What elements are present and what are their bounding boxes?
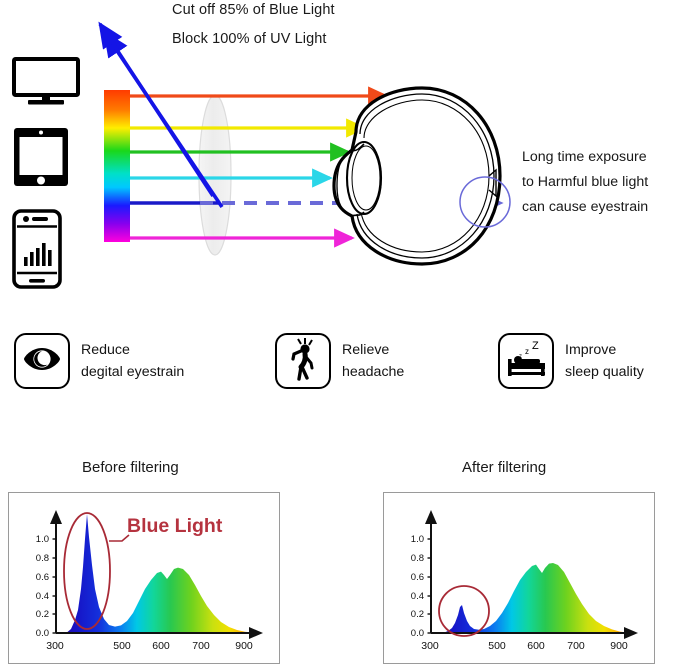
benefits-row: Reduce degital eyestrain xyxy=(0,325,679,410)
svg-text:0.2: 0.2 xyxy=(36,609,49,620)
chart-after-svg: 1.0 0.8 0.6 0.4 0.2 0.0 300 500 600 700 … xyxy=(411,510,642,652)
svg-text:0.6: 0.6 xyxy=(36,572,49,583)
tablet-icon xyxy=(12,126,84,193)
benefit-label-line-2: sleep quality xyxy=(565,364,644,380)
chart-title-after: After filtering xyxy=(462,459,547,476)
light-source-spectrum-bar xyxy=(104,90,130,242)
human-eye-cross-section xyxy=(332,86,511,266)
eyestrain-description: Long time exposure to Harmful blue light… xyxy=(522,145,648,220)
blue-light-filter-lens xyxy=(198,94,232,256)
svg-text:0.0: 0.0 xyxy=(411,628,424,639)
spectral-power-curve-after xyxy=(432,563,642,633)
svg-text:0.2: 0.2 xyxy=(411,609,424,620)
headline-block-uv-light: Block 100% of UV Light xyxy=(172,31,327,47)
svg-text:900: 900 xyxy=(235,640,253,652)
smartphone-icon xyxy=(12,209,84,294)
svg-text:0.6: 0.6 xyxy=(411,572,424,583)
blue-light-filter-diagram xyxy=(98,21,511,266)
chart-after-filtering: 1.0 0.8 0.6 0.4 0.2 0.0 300 500 600 700 … xyxy=(383,492,655,664)
svg-text:0.8: 0.8 xyxy=(36,553,49,564)
svg-text:700: 700 xyxy=(567,640,585,652)
svg-text:0.4: 0.4 xyxy=(411,591,424,602)
eye-icon xyxy=(22,346,62,377)
svg-text:Z: Z xyxy=(532,340,539,352)
benefit-relieve-headache-label: Relieve headache xyxy=(342,339,404,383)
svg-text:700: 700 xyxy=(192,640,210,652)
chart-before-filtering: 1.0 0.8 0.6 0.4 0.2 0.0 300 500 600 700 … xyxy=(8,492,280,664)
benefit-relieve-headache: Relieve headache xyxy=(275,333,404,389)
svg-text:0.0: 0.0 xyxy=(36,628,49,639)
benefit-reduce-eyestrain: Reduce degital eyestrain xyxy=(14,333,184,389)
benefit-reduce-eyestrain-label: Reduce degital eyestrain xyxy=(81,339,184,383)
chart-before-x-ticks: 300 500 600 700 900 xyxy=(46,640,253,652)
headache-icon-box xyxy=(275,333,331,389)
svg-text:300: 300 xyxy=(421,640,439,652)
chart-before-y-ticks: 1.0 0.8 0.6 0.4 0.2 0.0 xyxy=(36,534,56,639)
svg-text:600: 600 xyxy=(527,640,545,652)
chart-after-y-ticks: 1.0 0.8 0.6 0.4 0.2 0.0 xyxy=(411,534,431,639)
desktop-monitor-icon xyxy=(12,57,84,110)
chart-before-svg: 1.0 0.8 0.6 0.4 0.2 0.0 300 500 600 700 … xyxy=(36,510,267,652)
bed-sleep-icon: Z z z xyxy=(504,339,548,384)
benefit-improve-sleep-label: Improve sleep quality xyxy=(565,339,644,383)
benefit-label-line-1: Improve xyxy=(565,342,617,358)
reduced-blue-peak-ellipse xyxy=(438,585,490,637)
eyestrain-line-2: to Harmful blue light xyxy=(522,174,649,190)
svg-text:0.4: 0.4 xyxy=(36,591,49,602)
blue-light-annotation-label: Blue Light xyxy=(127,515,223,537)
eyestrain-line-3: can cause eyestrain xyxy=(522,199,649,215)
benefit-label-line-2: degital eyestrain xyxy=(81,364,185,380)
sleep-icon-box: Z z z xyxy=(498,333,554,389)
benefit-label-line-2: headache xyxy=(342,364,405,380)
blue-light-leader-line xyxy=(109,534,130,542)
blue-peak-ellipse xyxy=(63,512,111,630)
benefit-label-line-1: Relieve xyxy=(342,342,390,358)
svg-text:0.8: 0.8 xyxy=(411,553,424,564)
chart-title-before: Before filtering xyxy=(82,459,179,476)
svg-text:z: z xyxy=(525,347,529,356)
headache-person-icon xyxy=(286,337,320,386)
headline-cut-off-blue-light: Cut off 85% of Blue Light xyxy=(172,2,335,18)
svg-text:1.0: 1.0 xyxy=(411,534,424,545)
benefit-label-line-1: Reduce xyxy=(81,342,130,358)
device-icon-column xyxy=(12,57,84,308)
reflected-blue-ray-2 xyxy=(98,21,215,197)
svg-text:500: 500 xyxy=(488,640,506,652)
svg-text:300: 300 xyxy=(46,640,64,652)
spectral-power-curve-before xyxy=(57,514,267,633)
svg-text:1.0: 1.0 xyxy=(36,534,49,545)
chart-after-x-ticks: 300 500 600 700 900 xyxy=(421,640,628,652)
eyestrain-line-1: Long time exposure xyxy=(522,149,647,165)
svg-text:600: 600 xyxy=(152,640,170,652)
svg-text:900: 900 xyxy=(610,640,628,652)
benefit-improve-sleep: Z z z Improve sleep qu xyxy=(498,333,644,389)
eye-icon-box xyxy=(14,333,70,389)
svg-text:500: 500 xyxy=(113,640,131,652)
retina-highlight-circle xyxy=(459,176,511,228)
